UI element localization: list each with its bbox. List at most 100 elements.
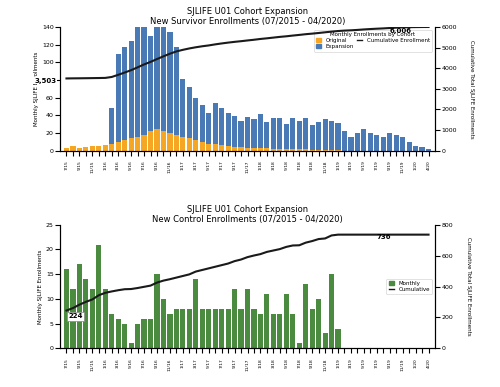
Y-axis label: Monthly SJLIFE Enrollments: Monthly SJLIFE Enrollments — [34, 52, 39, 126]
Bar — [135, 24, 140, 137]
Bar — [174, 46, 179, 135]
Bar — [258, 148, 263, 151]
Bar — [180, 137, 186, 151]
Bar — [322, 334, 328, 348]
Bar — [258, 314, 263, 348]
Bar — [180, 79, 186, 137]
Bar — [277, 314, 282, 348]
Bar — [128, 138, 134, 151]
Bar — [336, 150, 340, 151]
Bar — [135, 137, 140, 151]
Y-axis label: Monthly SJLIFE Enrollments: Monthly SJLIFE Enrollments — [38, 249, 43, 324]
Bar — [336, 329, 340, 348]
Y-axis label: Cumulative Total SJLIFE Enrollments: Cumulative Total SJLIFE Enrollments — [470, 39, 474, 138]
Bar — [374, 135, 380, 151]
Title: SJLIFE U01 Cohort Expansion
New Survivor Enrollments (07/2015 - 04/2020): SJLIFE U01 Cohort Expansion New Survivor… — [150, 7, 345, 26]
Bar — [116, 142, 121, 151]
Bar — [420, 147, 424, 151]
Bar — [206, 113, 212, 144]
Bar — [128, 41, 134, 138]
Bar — [161, 299, 166, 348]
Bar — [329, 274, 334, 348]
Bar — [77, 264, 82, 348]
Bar — [64, 148, 69, 151]
Bar — [238, 309, 244, 348]
Bar — [154, 21, 160, 128]
Bar — [142, 18, 146, 135]
Bar — [290, 314, 296, 348]
Bar — [238, 121, 244, 147]
Bar — [109, 108, 114, 144]
Text: 3,503: 3,503 — [34, 78, 56, 84]
Bar — [252, 309, 256, 348]
Bar — [122, 47, 127, 140]
Bar — [96, 245, 102, 348]
Bar — [70, 146, 76, 151]
Bar — [316, 299, 321, 348]
Bar — [193, 98, 198, 140]
Bar — [142, 319, 146, 348]
Bar — [122, 324, 127, 348]
Bar — [355, 133, 360, 151]
Bar — [277, 149, 282, 151]
Bar — [368, 133, 373, 151]
Bar — [226, 309, 230, 348]
Bar — [245, 117, 250, 148]
Bar — [232, 116, 237, 147]
Bar — [90, 146, 95, 151]
Bar — [206, 144, 212, 151]
Bar — [290, 118, 296, 149]
Bar — [102, 146, 108, 151]
Bar — [322, 150, 328, 151]
Bar — [310, 125, 314, 150]
Bar — [109, 314, 114, 348]
Bar — [290, 149, 296, 151]
Text: 224: 224 — [68, 313, 83, 319]
Bar — [310, 150, 314, 151]
Bar — [186, 309, 192, 348]
Bar — [264, 294, 270, 348]
Bar — [116, 53, 121, 142]
Bar — [245, 148, 250, 151]
Bar — [303, 149, 308, 151]
Bar — [90, 289, 95, 348]
Bar — [206, 309, 212, 348]
Bar — [186, 87, 192, 138]
Bar — [70, 289, 76, 348]
Bar — [329, 150, 334, 151]
Bar — [116, 319, 121, 348]
Bar — [148, 36, 153, 131]
Bar — [277, 118, 282, 149]
Bar — [180, 309, 186, 348]
Bar — [200, 142, 205, 151]
Bar — [226, 146, 230, 151]
Title: SJLIFE U01 Cohort Expansion
New Control Enrollments (07/2015 - 04/2020): SJLIFE U01 Cohort Expansion New Control … — [152, 205, 343, 224]
Bar — [219, 146, 224, 151]
Bar — [200, 105, 205, 142]
Bar — [154, 128, 160, 151]
Bar — [193, 140, 198, 151]
Bar — [264, 148, 270, 151]
Bar — [362, 128, 366, 151]
Bar — [303, 284, 308, 348]
Bar — [102, 289, 108, 348]
Bar — [296, 149, 302, 151]
Bar — [271, 118, 276, 149]
Bar — [316, 122, 321, 150]
Text: 6,006: 6,006 — [390, 28, 411, 34]
Text: 736: 736 — [377, 234, 392, 240]
Bar — [77, 148, 82, 151]
Bar — [271, 314, 276, 348]
Bar — [168, 31, 172, 133]
Bar — [322, 119, 328, 150]
Bar — [406, 142, 412, 151]
Bar — [310, 309, 314, 348]
Bar — [84, 147, 88, 151]
Bar — [380, 137, 386, 151]
Bar — [96, 146, 102, 151]
Bar — [226, 113, 230, 146]
Bar — [64, 269, 69, 348]
Bar — [212, 309, 218, 348]
Bar — [186, 138, 192, 151]
Bar — [174, 135, 179, 151]
